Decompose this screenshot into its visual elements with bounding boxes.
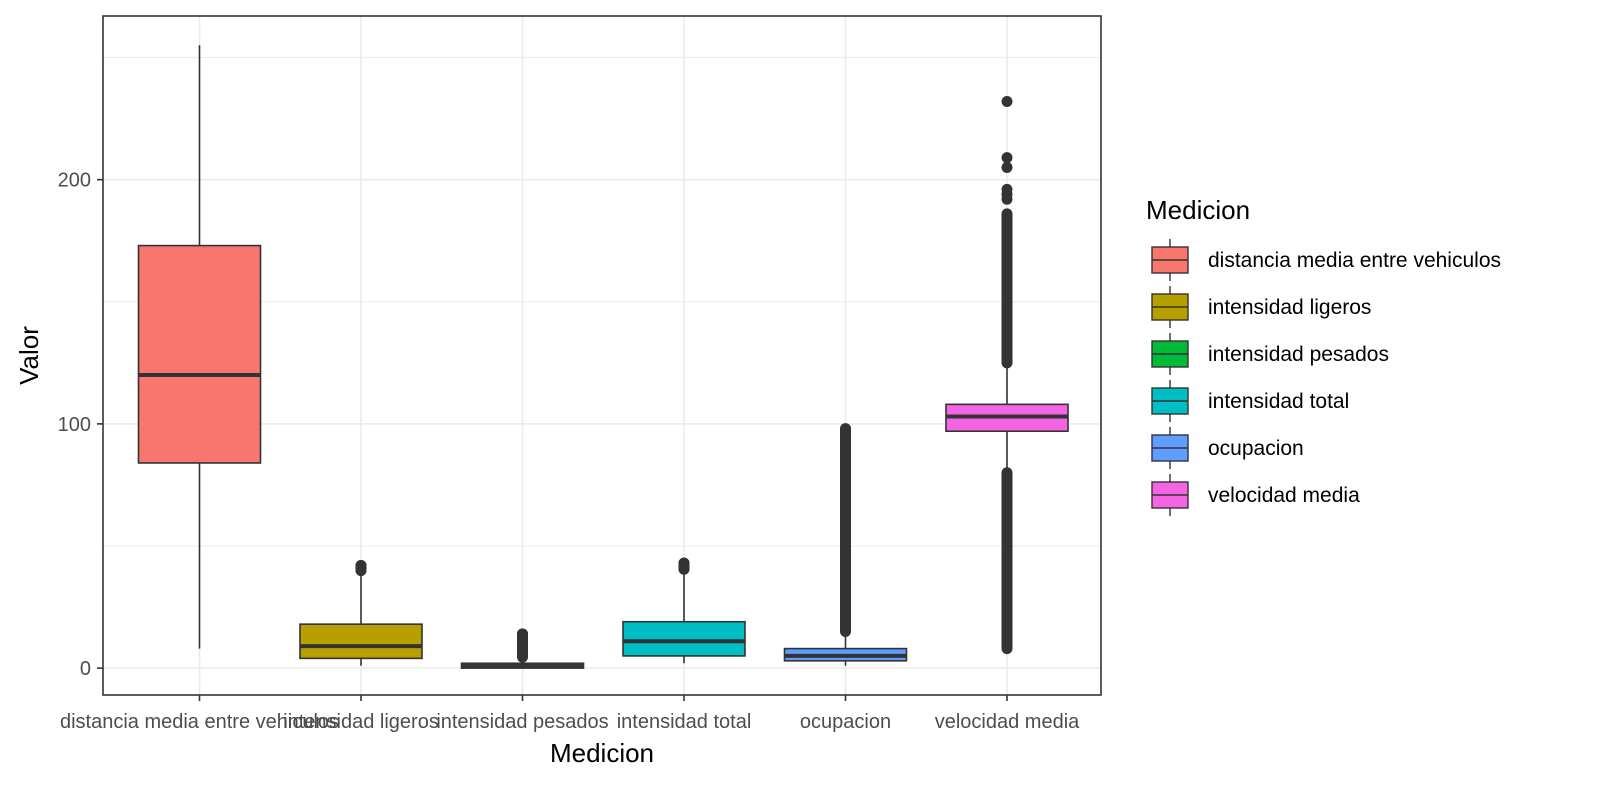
outlier-band — [1001, 467, 1013, 655]
legend-item-velocidad-media: velocidad media — [1151, 474, 1360, 516]
box-iqr — [299, 623, 423, 660]
legend-label: velocidad media — [1208, 484, 1360, 507]
legend: Medicion distancia media entre vehiculos… — [1146, 195, 1501, 516]
box-distancia-media-entre-vehiculos — [137, 45, 262, 649]
outlier-point — [517, 628, 528, 640]
legend-item-intensidad-pesados: intensidad pesados — [1151, 333, 1389, 375]
x-tick-label: intensidad pesados — [436, 711, 608, 733]
outlier-point — [678, 557, 690, 569]
outlier-band — [840, 423, 851, 637]
panel-background — [103, 16, 1101, 695]
legend-label: intensidad ligeros — [1208, 296, 1371, 319]
x-tick-label: intensidad total — [617, 711, 752, 733]
outlier-point — [355, 560, 367, 572]
box-intensidad-pesados — [460, 628, 585, 669]
x-tick-label: distancia media entre vehiculos — [60, 711, 339, 733]
box-intensidad-ligeros — [299, 560, 423, 666]
y-tick-label: 200 — [58, 170, 91, 192]
x-tick-label: ocupacion — [800, 711, 891, 733]
outlier-point — [1001, 161, 1013, 173]
legend-label: distancia media entre vehiculos — [1208, 249, 1501, 272]
plot-panel — [103, 16, 1101, 695]
box-iqr — [622, 620, 746, 657]
outlier-point — [1001, 152, 1013, 164]
outlier-point — [1001, 183, 1013, 195]
legend-item-intensidad-total: intensidad total — [1151, 380, 1349, 422]
box-iqr — [137, 244, 262, 464]
outlier-point — [840, 423, 851, 435]
legend-label: ocupacion — [1208, 437, 1304, 460]
box-ocupacion — [783, 423, 908, 666]
legend-item-ocupacion: ocupacion — [1151, 427, 1304, 469]
legend-item-distancia-media-entre-vehiculos: distancia media entre vehiculos — [1151, 239, 1501, 281]
legend-label: intensidad pesados — [1208, 343, 1389, 366]
box-intensidad-total — [622, 557, 746, 664]
legend-label: intensidad total — [1208, 390, 1349, 413]
chart-marks — [137, 45, 1069, 669]
x-axis-title: Medicion — [550, 738, 654, 768]
legend-item-intensidad-ligeros: intensidad ligeros — [1151, 286, 1371, 328]
x-tick-label: velocidad media — [935, 711, 1080, 733]
panel-border — [102, 15, 1102, 696]
outlier-band — [1001, 208, 1013, 369]
box-velocidad-media — [945, 95, 1069, 655]
x-tick-label: intensidad ligeros — [283, 711, 439, 733]
y-axis-title: Valor — [14, 326, 44, 385]
outlier-point — [1001, 95, 1013, 107]
y-tick-label: 100 — [58, 414, 91, 436]
y-tick-label: 0 — [80, 658, 91, 680]
legend-title: Medicion — [1146, 195, 1250, 225]
